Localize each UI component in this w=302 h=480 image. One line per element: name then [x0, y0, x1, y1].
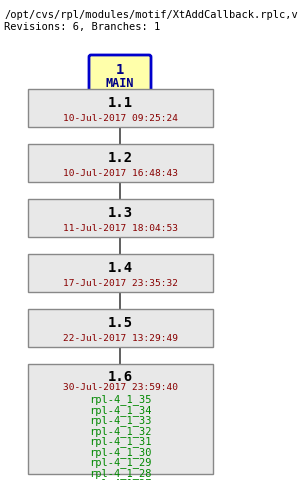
Bar [28, 90, 213, 128]
Text: /opt/cvs/rpl/modules/motif/XtAddCallback.rplc,v: /opt/cvs/rpl/modules/motif/XtAddCallback… [4, 10, 298, 20]
Text: MAIN: MAIN [106, 77, 134, 90]
Text: 10-Jul-2017 16:48:43: 10-Jul-2017 16:48:43 [63, 168, 178, 178]
Text: rpl-4_1_33: rpl-4_1_33 [89, 415, 152, 426]
Text: rpl-4_1_28: rpl-4_1_28 [89, 467, 152, 478]
Text: rpl-4_1_34: rpl-4_1_34 [89, 404, 152, 415]
Bar [28, 254, 213, 292]
Text: rpl-4_1_27: rpl-4_1_27 [89, 478, 152, 480]
Bar [28, 309, 213, 347]
Text: rpl-4_1_31: rpl-4_1_31 [89, 436, 152, 446]
Text: 1: 1 [116, 62, 124, 76]
Text: rpl-4_1_35: rpl-4_1_35 [89, 394, 152, 405]
Text: 1.2: 1.2 [108, 151, 133, 165]
Bar [28, 364, 213, 474]
FancyBboxPatch shape [89, 56, 151, 96]
Text: 11-Jul-2017 18:04:53: 11-Jul-2017 18:04:53 [63, 224, 178, 232]
Text: 22-Jul-2017 13:29:49: 22-Jul-2017 13:29:49 [63, 333, 178, 342]
Text: rpl-4_1_29: rpl-4_1_29 [89, 456, 152, 468]
Text: 1.5: 1.5 [108, 316, 133, 330]
Text: 1.4: 1.4 [108, 261, 133, 275]
Text: 30-Jul-2017 23:59:40: 30-Jul-2017 23:59:40 [63, 383, 178, 392]
Text: 1.3: 1.3 [108, 206, 133, 220]
Bar [28, 144, 213, 182]
Text: 17-Jul-2017 23:35:32: 17-Jul-2017 23:35:32 [63, 278, 178, 288]
Text: rpl-4_1_30: rpl-4_1_30 [89, 446, 152, 457]
Bar [28, 200, 213, 238]
Text: 1.6: 1.6 [108, 369, 133, 383]
Text: 1.1: 1.1 [108, 96, 133, 110]
Text: rpl-4_1_32: rpl-4_1_32 [89, 425, 152, 436]
Text: 10-Jul-2017 09:25:24: 10-Jul-2017 09:25:24 [63, 114, 178, 123]
Text: Revisions: 6, Branches: 1: Revisions: 6, Branches: 1 [4, 22, 160, 32]
